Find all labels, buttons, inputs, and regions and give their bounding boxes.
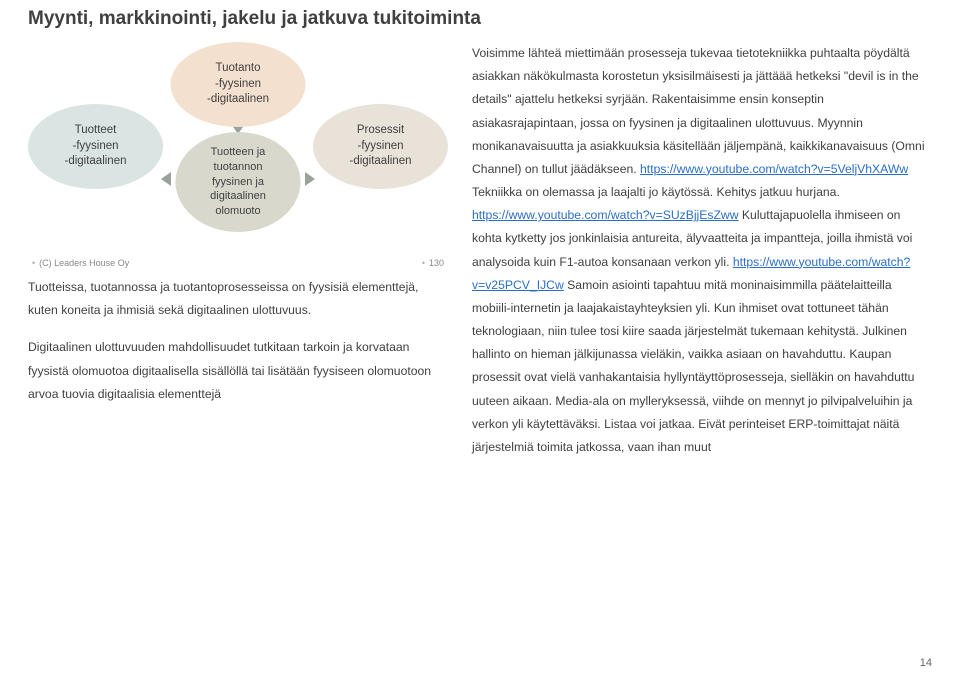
columns: Tuotanto -fyysinen -digitaalinen Tuottee… [28, 42, 932, 653]
oval-line: -digitaalinen [349, 154, 411, 170]
left-text: Tuotteissa, tuotannossa ja tuotantoprose… [28, 276, 448, 420]
oval-line: digitaalinen [210, 189, 266, 204]
oval-tuotanto: Tuotanto -fyysinen -digitaalinen [171, 42, 306, 127]
arrow-icon [305, 172, 315, 186]
oval-tuotteet: Tuotteet -fyysinen -digitaalinen [28, 104, 163, 189]
oval-line: olomuoto [215, 204, 260, 219]
oval-line: -digitaalinen [64, 154, 126, 170]
paragraph: Digitaalinen ulottuvuuden mahdollisuudet… [28, 336, 448, 406]
oval-line: Tuotteet [75, 123, 117, 139]
body-text: Samoin asiointi tapahtuu mitä moninaisim… [472, 278, 914, 454]
oval-line: -fyysinen [215, 77, 261, 93]
youtube-link[interactable]: https://www.youtube.com/watch?v=5VeljVhX… [640, 162, 908, 176]
youtube-link[interactable]: https://www.youtube.com/watch?v=SUzBjjEs… [472, 208, 739, 222]
body-text: Voisimme lähteä miettimään prosesseja tu… [472, 46, 925, 176]
left-column: Tuotanto -fyysinen -digitaalinen Tuottee… [28, 42, 448, 653]
right-column: Voisimme lähteä miettimään prosesseja tu… [472, 42, 932, 653]
oval-olomuoto: Tuotteen ja tuotannon fyysinen ja digita… [176, 132, 301, 232]
copyright: (C) Leaders House Oy [32, 258, 129, 268]
oval-prosessit: Prosessit -fyysinen -digitaalinen [313, 104, 448, 189]
paragraph: Tuotteissa, tuotannossa ja tuotantoprose… [28, 276, 448, 322]
slide-number: 130 [422, 258, 444, 268]
diagram-footer: (C) Leaders House Oy 130 [28, 258, 448, 276]
diagram: Tuotanto -fyysinen -digitaalinen Tuottee… [28, 42, 448, 252]
page-title: Myynti, markkinointi, jakelu ja jatkuva … [28, 8, 932, 30]
oval-line: -digitaalinen [207, 92, 269, 108]
oval-line: Tuotanto [216, 61, 261, 77]
page-number: 14 [28, 653, 932, 669]
oval-line: tuotannon [214, 160, 263, 175]
oval-line: -fyysinen [357, 139, 403, 155]
body-text: Tekniikka on olemassa ja laajalti jo käy… [472, 185, 840, 199]
oval-line: -fyysinen [72, 139, 118, 155]
oval-line: Tuotteen ja [211, 145, 266, 160]
arrow-icon [161, 172, 171, 186]
oval-line: fyysinen ja [212, 175, 264, 190]
oval-line: Prosessit [357, 123, 404, 139]
